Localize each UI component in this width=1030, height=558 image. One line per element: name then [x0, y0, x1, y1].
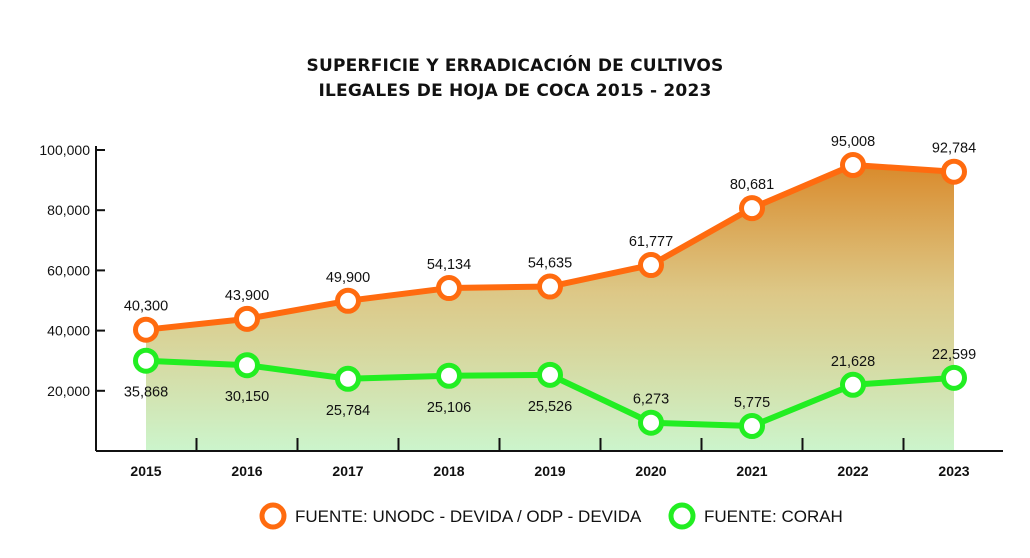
- series-1-point: [335, 287, 361, 314]
- x-tick-label: 2018: [433, 463, 464, 479]
- series-2-point: [436, 362, 462, 389]
- x-tick-label: 2015: [130, 463, 161, 479]
- series-1-point: [840, 152, 866, 179]
- y-tick-label: 40,000: [47, 323, 90, 339]
- series-1-data-label: 54,134: [427, 257, 471, 273]
- legend-marker-1: [259, 502, 287, 530]
- series-2-point: [638, 409, 664, 436]
- axes: 100,000 80,000 60,000 40,000 20,000 2015 2016 2…: [39, 142, 1003, 479]
- series-1-data-label: 49,900: [326, 270, 370, 286]
- series-1-point: [234, 305, 260, 332]
- x-tick-label: 2020: [635, 463, 666, 479]
- series-2-point: [234, 352, 260, 379]
- y-tick-label: 100,000: [39, 142, 90, 158]
- series-2-point: [335, 365, 361, 392]
- series-2-data-label: 25,106: [427, 400, 471, 416]
- y-tick-label: 20,000: [47, 383, 90, 399]
- legend-label-1: FUENTE: UNODC - DEVIDA / ODP - DEVIDA: [295, 507, 642, 526]
- series-2-point: [537, 361, 563, 388]
- y-tick-label: 80,000: [47, 202, 90, 218]
- series-1-point: [436, 275, 462, 302]
- series-2-point: [739, 413, 765, 440]
- series-2-data-label: 25,526: [528, 399, 572, 415]
- chart-title-line-2: ILEGALES DE HOJA DE COCA 2015 - 2023: [318, 81, 712, 101]
- series-2-data-label: 21,628: [831, 354, 875, 370]
- series-1-point: [638, 252, 664, 279]
- chart-title-line-1: SUPERFICIE Y ERRADICACIÓN DE CULTIVOS: [306, 56, 724, 76]
- x-tick-label: 2021: [736, 463, 767, 479]
- series-2-point: [840, 371, 866, 398]
- legend: FUENTE: UNODC - DEVIDA / ODP - DEVIDA FUE…: [259, 502, 843, 530]
- series-1-data-label: 95,008: [831, 134, 875, 150]
- x-tick-label: 2023: [938, 463, 969, 479]
- data-labels: 40,300 43,900 49,900 54,134 54,635 61,777 80,6…: [124, 134, 976, 419]
- series-1-data-label: 80,681: [730, 177, 774, 193]
- series-2-data-label: 25,784: [326, 403, 370, 419]
- series-1-data-label: 61,777: [629, 234, 673, 250]
- series-layer: [133, 152, 967, 440]
- series-2-point: [133, 347, 159, 374]
- series-1-point: [941, 158, 967, 185]
- series-2-point: [941, 364, 967, 391]
- series-2-data-label: 5,775: [734, 395, 770, 411]
- series-1-point: [537, 273, 563, 300]
- legend-marker-2: [668, 502, 696, 530]
- series-1-point: [133, 316, 159, 343]
- series-1-data-label: 92,784: [932, 141, 976, 157]
- series-2-data-label: 35,868: [124, 385, 168, 401]
- series-2-data-label: 30,150: [225, 389, 269, 405]
- y-tick-label: 60,000: [47, 262, 90, 278]
- x-tick-label: 2019: [534, 463, 565, 479]
- series-1-data-label: 40,300: [124, 299, 168, 315]
- series-1-data-label: 54,635: [528, 256, 572, 272]
- series-1-data-label: 43,900: [225, 288, 269, 304]
- x-tick-label: 2017: [332, 463, 363, 479]
- chart-title: SUPERFICIE Y ERRADICACIÓN DE CULTIVOS IL…: [0, 54, 1030, 104]
- series-1-point: [739, 195, 765, 222]
- series-2-data-label: 22,599: [932, 347, 976, 363]
- x-tick-label: 2016: [231, 463, 262, 479]
- legend-label-2: FUENTE: CORAH: [704, 507, 843, 526]
- series-2-data-label: 6,273: [633, 392, 669, 408]
- x-tick-label: 2022: [837, 463, 868, 479]
